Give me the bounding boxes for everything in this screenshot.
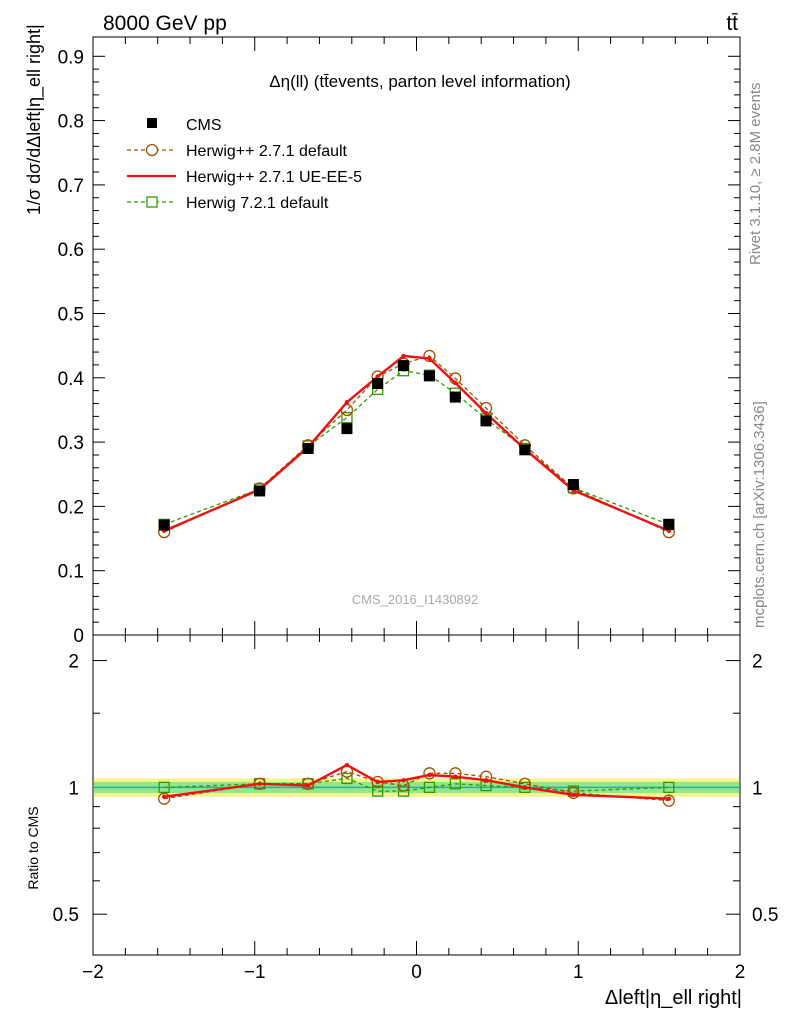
- main-ytick-label: 0.9: [58, 47, 84, 68]
- main-cms-point: [158, 519, 170, 531]
- main-cms-point: [254, 485, 266, 497]
- ratio-ylabel: Ratio to CMS: [25, 806, 41, 889]
- legend-label-herwig-default: Herwig++ 2.7.1 default: [186, 143, 348, 160]
- legend-label-herwig-ueee5: Herwig++ 2.7.1 UE-EE-5: [186, 169, 362, 186]
- legend-marker-herwig7: [146, 196, 158, 208]
- main-cms-point: [449, 391, 461, 403]
- ratio-ytick-label: 1: [68, 778, 79, 799]
- ratio-herwig-2-7-1-ue-ee-5-point: [427, 772, 432, 778]
- ratio-xtick-label: 1: [573, 962, 584, 983]
- main-herwig-2-7-1-ue-ee-5-point: [427, 356, 432, 361]
- main-ytick-label: 0.6: [58, 240, 84, 261]
- main-herwig-2-7-1-ue-ee-5-point: [375, 374, 380, 379]
- ratio-herwig-7-2-1-default-point: [341, 772, 353, 785]
- mcplots-label: mcplots.cern.ch [arXiv:1306.3436]: [751, 401, 768, 628]
- ratio-herwig-7-2-1-default-point: [663, 781, 675, 794]
- main-cms-point: [423, 370, 435, 382]
- legend-marker-herwig-default: [145, 143, 159, 157]
- ratio-herwig-7-2-1-default-point: [423, 781, 436, 794]
- ratio-xtick-label: −1: [244, 962, 266, 983]
- main-herwig-7-2-1-default-point: [341, 412, 353, 424]
- main-ytick-label: 0: [73, 626, 84, 647]
- ratio-herwig-2-7-1-default-point: [158, 792, 171, 805]
- ratio-ytick-label-right: 0.5: [752, 905, 778, 926]
- legend-label-herwig7: Herwig 7.2.1 default: [186, 195, 329, 212]
- ratio-herwig-2-7-1-ue-ee-5-point: [305, 783, 311, 788]
- legend-label-cms: CMS: [186, 117, 222, 134]
- rivet-label: Rivet 3.1.10, ≥ 2.8M events: [747, 83, 764, 266]
- ratio-xtick-label: −2: [82, 962, 104, 983]
- chart-marks: 0 0.1 0.2 0.3 0.4 0.5 0.6 0.7 0.8 0.9 −2 −1 0 1 2 0.5 0.…: [53, 37, 778, 983]
- plot-title: Δη(ll) (tt̄events, parton level informat…: [269, 72, 570, 91]
- main-cms-point: [519, 444, 531, 456]
- ratio-herwig-2-7-1-default-point: [423, 767, 436, 780]
- main-cms-point: [567, 479, 579, 491]
- ratio-herwig-2-7-1-ue-ee-5-point: [375, 779, 380, 785]
- main-ytick-label: 0.4: [58, 369, 85, 390]
- ratio-herwig-7-2-1-default-point: [397, 785, 410, 797]
- main-herwig-2-7-1-ue-ee-5-point: [453, 380, 458, 386]
- ratio-ytick-label: 0.5: [53, 905, 79, 926]
- process-label: tt̄: [726, 12, 738, 35]
- ratio-herwig-2-7-1-default-point: [662, 794, 675, 807]
- legend: CMS Herwig++ 2.7.1 default Herwig++ 2.7.…: [127, 117, 362, 212]
- ratio-xlabel: Δleft|η_ell right|: [605, 987, 742, 1009]
- main-herwig-2-7-1-ue-ee-5-point: [344, 400, 350, 405]
- ratio-herwig-2-7-1-ue-ee-5-point: [161, 794, 167, 799]
- main-ytick-label: 0.7: [58, 176, 84, 197]
- ratio-herwig-7-2-1-default-point: [158, 781, 170, 794]
- legend-marker-cms: [147, 118, 157, 128]
- ratio-xtick-label: 2: [735, 962, 746, 983]
- main-ytick-label: 0.1: [58, 562, 84, 583]
- main-ytick-label: 0.5: [58, 304, 84, 325]
- main-herwig-7-2-1-default-line: [163, 370, 670, 526]
- main-cms-point: [480, 415, 492, 427]
- ratio-herwig-2-7-1-ue-ee-5-point: [344, 762, 350, 768]
- ratio-herwig-2-7-1-ue-ee-5-point: [401, 777, 406, 783]
- main-ytick-label: 0.8: [58, 112, 84, 133]
- ratio-herwig-2-7-1-default-line: [164, 770, 669, 802]
- energy-label: 8000 GeV pp: [103, 12, 227, 35]
- ratio-herwig-2-7-1-ue-ee-5-point: [483, 777, 489, 783]
- main-cms-point: [663, 518, 675, 530]
- ratio-ytick-label: 2: [68, 652, 79, 673]
- main-cms-point: [302, 443, 314, 455]
- ratio-herwig-2-7-1-ue-ee-5-point: [453, 774, 458, 779]
- ratio-ytick-label-right: 1: [752, 778, 763, 799]
- main-cms-point: [341, 423, 353, 435]
- ratio-ytick-label-right: 2: [752, 652, 763, 673]
- ratio-herwig-7-2-1-default-point: [372, 785, 384, 797]
- main-herwig-2-7-1-default-line: [163, 355, 670, 533]
- ratio-herwig-2-7-1-ue-ee-5-point: [571, 792, 576, 798]
- watermark: CMS_2016_I1430892: [352, 592, 479, 607]
- ratio-herwig-2-7-1-ue-ee-5-point: [257, 781, 262, 786]
- main-cms-point: [398, 360, 410, 372]
- main-herwig-2-7-1-ue-ee-5-line: [163, 354, 670, 532]
- main-herwig-2-7-1-default-point: [423, 349, 436, 363]
- main-herwig-2-7-1-ue-ee-5-point: [483, 410, 489, 416]
- ratio-herwig-2-7-1-ue-ee-5-point: [666, 796, 672, 801]
- main-ytick-label: 0.3: [58, 433, 84, 454]
- main-ylabel: 1/σ dσ/dΔleft|η_ell right|: [24, 24, 45, 215]
- ratio-herwig-2-7-1-ue-ee-5-line: [164, 763, 669, 800]
- main-ytick-label: 0.2: [58, 497, 84, 518]
- main-herwig-2-7-1-ue-ee-5-point: [401, 353, 406, 359]
- main-cms-point: [372, 378, 384, 390]
- ratio-herwig-2-7-1-ue-ee-5-point: [522, 785, 528, 790]
- ratio-xtick-label: 0: [411, 962, 422, 983]
